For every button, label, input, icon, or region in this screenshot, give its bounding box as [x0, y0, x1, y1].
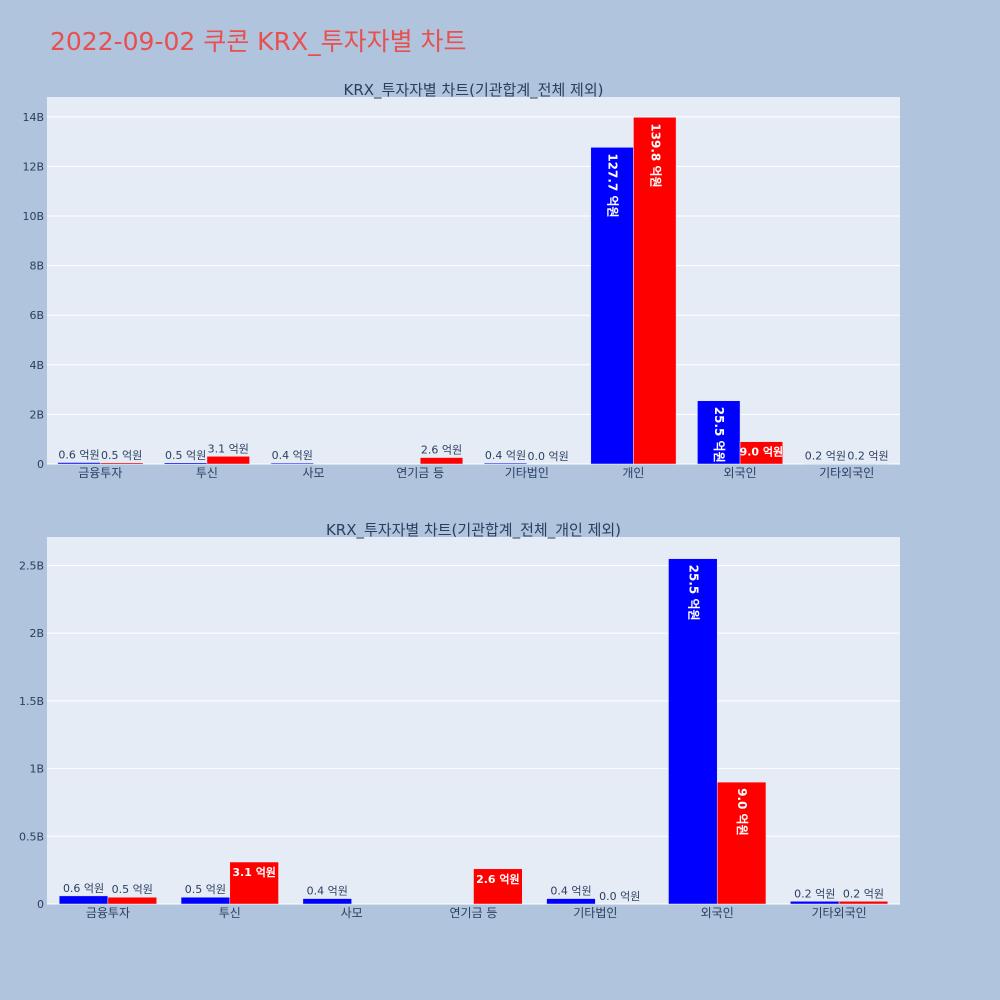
chart-top: 0 2B 4B 6B 8B 10B 12B 14B KRX_투자자별 차트(기관합계_전체 제외… — [22, 81, 900, 480]
x-tick-label: 사모 — [303, 466, 325, 480]
data-label: 0.2 억원 — [847, 450, 888, 463]
y-tick-label: 14B — [22, 111, 44, 124]
data-label: 0.2 억원 — [843, 887, 884, 900]
y-tick-label: 2.5B — [19, 559, 44, 572]
bar — [590, 147, 634, 465]
bar — [668, 558, 718, 905]
data-label: 0.5 억원 — [165, 449, 206, 462]
bar — [180, 896, 231, 905]
data-label: 0.4 억원 — [485, 449, 526, 462]
bar — [58, 895, 109, 905]
x-tick-label: 기타법인 — [573, 906, 617, 920]
y-tick-label: 12B — [22, 160, 44, 173]
data-label: 139.8 억원 — [648, 123, 662, 187]
x-tick-label: 금융투자 — [86, 906, 130, 920]
data-label: 0.2 억원 — [794, 887, 835, 900]
bar — [302, 898, 352, 905]
data-label: 0.2 억원 — [805, 450, 846, 463]
x-tick-label: 연기금 등 — [450, 906, 498, 920]
x-tick-label: 연기금 등 — [396, 466, 444, 480]
y-tick-label: 2B — [29, 408, 44, 421]
x-tick-label: 투신 — [219, 906, 241, 920]
bar — [229, 861, 279, 905]
plot-area — [47, 97, 900, 464]
data-label: 0.4 억원 — [307, 885, 348, 898]
bar — [633, 117, 677, 465]
x-tick-label: 사모 — [341, 906, 363, 920]
data-label: 0.5 억원 — [101, 449, 142, 462]
y-tick-label: 8B — [29, 260, 44, 273]
bar — [100, 462, 144, 465]
data-label: 2.6 억원 — [476, 872, 520, 886]
data-label: 0.5 억원 — [112, 883, 153, 896]
x-tick-label: 기타외국인 — [811, 906, 866, 920]
data-label: 0.5 억원 — [185, 883, 226, 896]
bar — [716, 781, 767, 905]
bar — [739, 441, 783, 465]
chart-title: KRX_투자자별 차트(기관합계_전체_개인 제외) — [326, 521, 621, 540]
bar — [697, 400, 741, 465]
y-tick-label: 2B — [29, 627, 44, 640]
x-tick-label: 외국인 — [701, 906, 734, 920]
bar — [57, 462, 101, 465]
y-tick-label: 6B — [29, 309, 44, 322]
x-tick-label: 금융투자 — [78, 466, 122, 480]
plot-area — [47, 537, 900, 904]
bar — [790, 901, 840, 905]
y-tick-label: 1B — [29, 763, 44, 776]
data-label: 0.6 억원 — [58, 449, 99, 462]
data-label: 0.6 억원 — [63, 882, 104, 895]
x-tick-label: 개인 — [622, 466, 644, 480]
bar — [164, 462, 208, 465]
x-tick-label: 투신 — [196, 466, 218, 480]
data-label: 2.6 억원 — [421, 444, 462, 457]
page-title: 2022-09-02 쿠콘 KRX_투자자별 차트 — [50, 27, 467, 56]
y-tick-label: 1.5B — [19, 695, 44, 708]
data-label: 9.0 억원 — [740, 445, 784, 459]
bar — [206, 456, 250, 465]
data-label: 9.0 억원 — [735, 788, 749, 836]
bar — [270, 462, 314, 465]
y-tick-label: 0 — [37, 458, 44, 471]
data-label: 3.1 억원 — [232, 865, 276, 879]
bar — [483, 462, 528, 465]
data-label: 127.7 억원 — [606, 153, 620, 217]
y-tick-label: 10B — [22, 210, 44, 223]
data-label: 25.5 억원 — [686, 565, 700, 621]
y-tick-label: 4B — [29, 359, 44, 372]
data-label: 0.4 억원 — [272, 449, 313, 462]
y-tick-label: 0.5B — [19, 830, 44, 843]
bar — [107, 896, 157, 905]
data-label: 0.4 억원 — [550, 885, 591, 898]
chart-bottom: 0 0.5B 1B 1.5B 2B 2.5B KRX_투자자별 차트(기관합계_전체_개인 … — [19, 521, 900, 920]
data-label: 3.1 억원 — [208, 442, 249, 455]
bar — [419, 457, 464, 465]
y-tick-label: 0 — [37, 898, 44, 911]
data-label: 25.5 억원 — [712, 407, 726, 463]
x-tick-label: 기타법인 — [505, 466, 549, 480]
data-label: 0.0 억원 — [528, 450, 569, 463]
bar — [546, 898, 596, 905]
bar — [838, 901, 889, 905]
chart-title: KRX_투자자별 차트(기관합계_전체 제외) — [344, 81, 604, 100]
data-label: 0.0 억원 — [599, 890, 640, 903]
x-tick-label: 기타외국인 — [819, 466, 874, 480]
x-tick-label: 외국인 — [724, 466, 757, 480]
bar — [473, 868, 523, 905]
